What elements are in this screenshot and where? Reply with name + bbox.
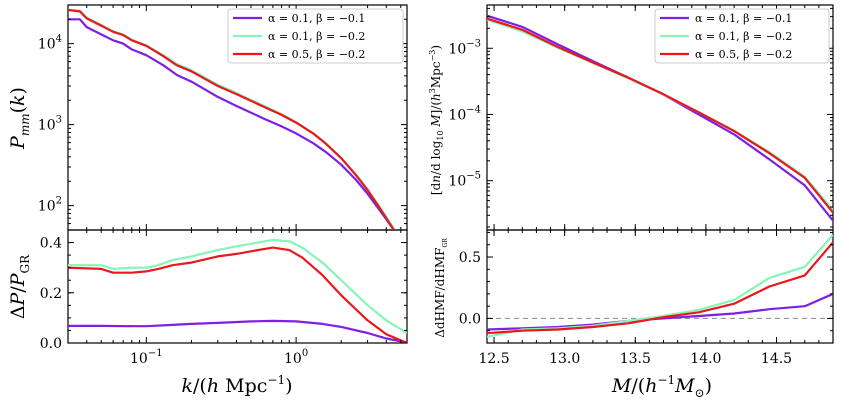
bottom-right-series-line-3 xyxy=(487,241,833,335)
top-left-ylabel: Pmm(k) xyxy=(7,87,32,150)
bottom-right-series-line-1 xyxy=(487,292,833,331)
legend-label-series-2: α = 0.1, β = −0.2 xyxy=(268,30,365,43)
y-tick-label: 102 xyxy=(38,196,62,215)
bottom-right-xlabel: M/(h−1M⊙) xyxy=(611,373,712,400)
x-tick-label: 14.0 xyxy=(690,351,721,367)
y-tick-label: 0.0 xyxy=(459,311,481,327)
x-tick-label: 13.0 xyxy=(549,351,580,367)
y-tick-label: 0.4 xyxy=(40,236,62,252)
legend-box xyxy=(227,8,404,64)
legend-label-series-3: α = 0.5, β = −0.2 xyxy=(268,48,365,61)
bottom-left-series-line-1 xyxy=(68,319,407,343)
bottom-left-plot-area xyxy=(68,238,407,343)
legend-top-left-panel: α = 0.1, β = −0.1 α = 0.1, β = −0.2 α = … xyxy=(227,8,404,64)
tick-labels-layer: 102 103 104 0.0 0.2 0.4 10−1 100 10−5 10−4 10−3 0.0… xyxy=(38,34,792,367)
y-tick-label: 10−5 xyxy=(448,171,481,190)
y-tick-label: 103 xyxy=(38,115,62,134)
legend-label-series-2: α = 0.1, β = −0.2 xyxy=(695,30,792,43)
top-right-ylabel: [dn/d log10 M]/(h3Mpc−3) xyxy=(428,45,445,195)
top-right-plot-area xyxy=(487,14,833,222)
top-right-series-line-3 xyxy=(487,17,833,214)
legend-label-series-1: α = 0.1, β = −0.1 xyxy=(268,12,365,25)
bottom-right-series-line-2 xyxy=(487,234,833,338)
top-left-series-line-1 xyxy=(68,18,395,230)
x-tick-label: 10−1 xyxy=(130,348,163,367)
legend-top-right-panel: α = 0.1, β = −0.1 α = 0.1, β = −0.2 α = … xyxy=(654,8,830,64)
bottom-right-panel-frame xyxy=(486,229,834,344)
bottom-left-panel-frame xyxy=(67,229,408,344)
legend-box xyxy=(654,8,830,64)
legend-label-series-1: α = 0.1, β = −0.1 xyxy=(695,12,792,25)
y-tick-label: 0.0 xyxy=(40,336,62,352)
x-tick-label: 12.5 xyxy=(478,351,509,367)
bottom-left-xlabel: k/(h Mpc−1) xyxy=(181,373,292,397)
y-tick-label: 10−4 xyxy=(448,104,481,123)
y-tick-label: 0.2 xyxy=(40,286,62,302)
top-left-plot-area xyxy=(68,8,395,230)
bottom-left-series-line-2 xyxy=(68,238,407,334)
y-tick-label: 104 xyxy=(38,34,62,53)
bottom-left-ylabel: ΔP/PGR xyxy=(7,254,32,319)
legend-label-series-3: α = 0.5, β = −0.2 xyxy=(695,48,792,61)
top-left-series-line-3 xyxy=(68,8,395,230)
x-tick-label: 100 xyxy=(284,348,308,367)
x-tick-label: 14.5 xyxy=(761,351,792,367)
y-tick-label: 0.5 xyxy=(459,250,481,266)
x-tick-label: 13.5 xyxy=(620,351,651,367)
series-lines-layer xyxy=(68,8,833,343)
y-tick-label: 10−3 xyxy=(448,38,481,57)
bottom-left-series-line-3 xyxy=(68,246,407,343)
bottom-right-ylabel: ΔdHMF/dHMFGR xyxy=(433,238,449,338)
bottom-right-plot-area xyxy=(487,234,833,338)
